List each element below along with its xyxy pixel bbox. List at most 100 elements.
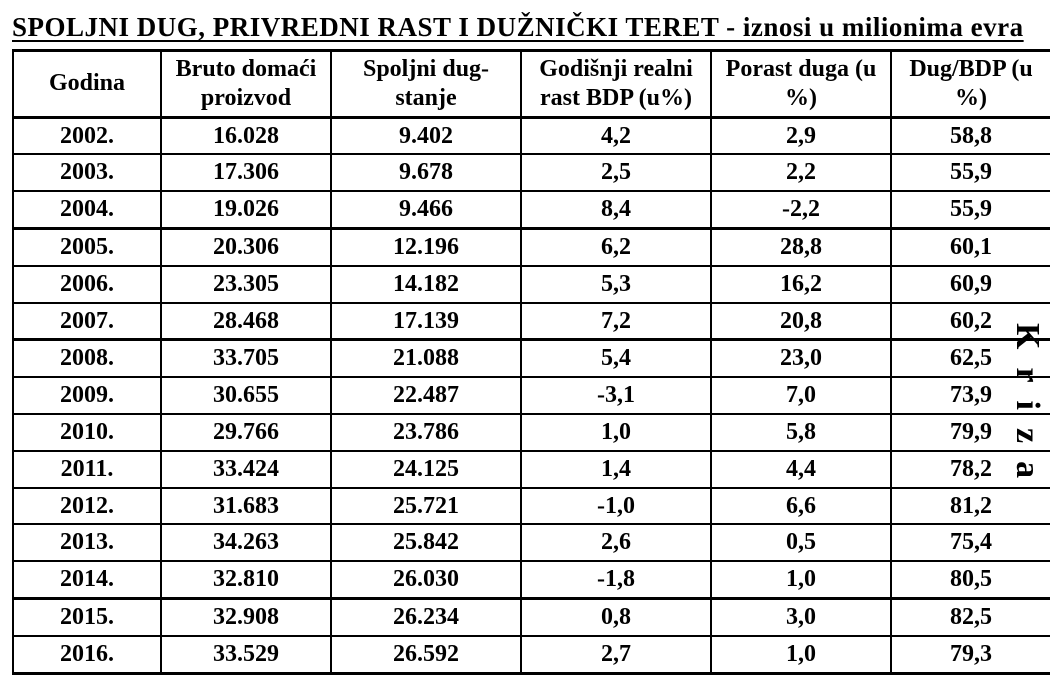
cell-bdp: 32.810	[161, 561, 331, 598]
cell-realni: 5,4	[521, 340, 711, 377]
cell-realni: 1,4	[521, 451, 711, 488]
cell-spoljni: 24.125	[331, 451, 521, 488]
cell-year: 2013.	[13, 524, 161, 561]
cell-year: 2005.	[13, 228, 161, 265]
cell-year: 2007.	[13, 303, 161, 340]
cell-spoljni: 17.139	[331, 303, 521, 340]
cell-dugbdp: 55,9	[891, 191, 1050, 228]
table-row: 2005.20.30612.1966,228,860,1	[13, 228, 1050, 265]
cell-bdp: 20.306	[161, 228, 331, 265]
cell-bdp: 23.305	[161, 266, 331, 303]
table-row: 2008.33.70521.0885,423,062,5	[13, 340, 1050, 377]
kriza-label: Kriza	[1006, 270, 1046, 550]
cell-porast: 2,2	[711, 154, 891, 191]
cell-spoljni: 14.182	[331, 266, 521, 303]
cell-spoljni: 26.592	[331, 636, 521, 673]
cell-spoljni: 25.721	[331, 488, 521, 525]
cell-realni: 0,8	[521, 598, 711, 635]
cell-spoljni: 26.234	[331, 598, 521, 635]
table-row: 2002.16.0289.4024,22,958,8	[13, 117, 1050, 154]
cell-dugbdp: 79,3	[891, 636, 1050, 673]
cell-year: 2010.	[13, 414, 161, 451]
cell-bdp: 28.468	[161, 303, 331, 340]
cell-dugbdp: 80,5	[891, 561, 1050, 598]
header-row: Godina Bruto domaći proizvod Spoljni dug…	[13, 51, 1050, 118]
cell-bdp: 17.306	[161, 154, 331, 191]
cell-spoljni: 21.088	[331, 340, 521, 377]
table-row: 2015.32.90826.2340,83,082,5	[13, 598, 1050, 635]
cell-spoljni: 9.678	[331, 154, 521, 191]
table-row: 2003.17.3069.6782,52,255,9	[13, 154, 1050, 191]
cell-spoljni: 9.466	[331, 191, 521, 228]
col-header-bdp: Bruto domaći proizvod	[161, 51, 331, 118]
cell-spoljni: 25.842	[331, 524, 521, 561]
cell-porast: 0,5	[711, 524, 891, 561]
cell-year: 2014.	[13, 561, 161, 598]
cell-bdp: 33.424	[161, 451, 331, 488]
cell-bdp: 33.705	[161, 340, 331, 377]
cell-realni: 2,6	[521, 524, 711, 561]
cell-bdp: 19.026	[161, 191, 331, 228]
cell-bdp: 30.655	[161, 377, 331, 414]
cell-dugbdp: 58,8	[891, 117, 1050, 154]
table-row: 2013.34.26325.8422,60,575,4	[13, 524, 1050, 561]
cell-realni: 2,7	[521, 636, 711, 673]
cell-realni: 7,2	[521, 303, 711, 340]
cell-bdp: 32.908	[161, 598, 331, 635]
cell-realni: 2,5	[521, 154, 711, 191]
cell-porast: 1,0	[711, 561, 891, 598]
cell-porast: 16,2	[711, 266, 891, 303]
debt-growth-table: Godina Bruto domaći proizvod Spoljni dug…	[12, 49, 1050, 675]
cell-bdp: 33.529	[161, 636, 331, 673]
table-row: 2016.33.52926.5922,71,079,3	[13, 636, 1050, 673]
cell-year: 2003.	[13, 154, 161, 191]
cell-bdp: 31.683	[161, 488, 331, 525]
table-row: 2006.23.30514.1825,316,260,9	[13, 266, 1050, 303]
cell-realni: -1,0	[521, 488, 711, 525]
cell-year: 2008.	[13, 340, 161, 377]
col-header-porast: Porast duga (u %)	[711, 51, 891, 118]
cell-spoljni: 26.030	[331, 561, 521, 598]
table-wrapper: SPOLJNI DUG, PRIVREDNI RAST I DUŽNIČKI T…	[12, 12, 1038, 675]
table-row: 2009.30.65522.487-3,17,073,9	[13, 377, 1050, 414]
cell-porast: 6,6	[711, 488, 891, 525]
col-header-spoljni: Spoljni dug- stanje	[331, 51, 521, 118]
cell-year: 2002.	[13, 117, 161, 154]
cell-porast: 4,4	[711, 451, 891, 488]
cell-porast: 20,8	[711, 303, 891, 340]
cell-realni: -1,8	[521, 561, 711, 598]
cell-porast: 2,9	[711, 117, 891, 154]
cell-realni: 5,3	[521, 266, 711, 303]
cell-realni: 6,2	[521, 228, 711, 265]
cell-spoljni: 23.786	[331, 414, 521, 451]
cell-realni: -3,1	[521, 377, 711, 414]
cell-year: 2006.	[13, 266, 161, 303]
col-header-year: Godina	[13, 51, 161, 118]
cell-porast: 3,0	[711, 598, 891, 635]
cell-spoljni: 9.402	[331, 117, 521, 154]
cell-porast: 23,0	[711, 340, 891, 377]
cell-bdp: 29.766	[161, 414, 331, 451]
cell-porast: -2,2	[711, 191, 891, 228]
cell-year: 2012.	[13, 488, 161, 525]
table-row: 2014.32.81026.030-1,81,080,5	[13, 561, 1050, 598]
cell-porast: 28,8	[711, 228, 891, 265]
cell-spoljni: 22.487	[331, 377, 521, 414]
cell-realni: 4,2	[521, 117, 711, 154]
cell-dugbdp: 55,9	[891, 154, 1050, 191]
cell-porast: 5,8	[711, 414, 891, 451]
table-row: 2011.33.42424.1251,44,478,2	[13, 451, 1050, 488]
cell-realni: 8,4	[521, 191, 711, 228]
col-header-dugbdp: Dug/BDP (u %)	[891, 51, 1050, 118]
cell-realni: 1,0	[521, 414, 711, 451]
table-body: 2002.16.0289.4024,22,958,82003.17.3069.6…	[13, 117, 1050, 673]
cell-year: 2015.	[13, 598, 161, 635]
col-header-realni: Godišnji realni rast BDP (u%)	[521, 51, 711, 118]
page-title: SPOLJNI DUG, PRIVREDNI RAST I DUŽNIČKI T…	[12, 12, 1038, 43]
cell-year: 2016.	[13, 636, 161, 673]
cell-year: 2011.	[13, 451, 161, 488]
cell-dugbdp: 60,1	[891, 228, 1050, 265]
cell-spoljni: 12.196	[331, 228, 521, 265]
cell-bdp: 34.263	[161, 524, 331, 561]
table-row: 2012.31.68325.721-1,06,681,2	[13, 488, 1050, 525]
